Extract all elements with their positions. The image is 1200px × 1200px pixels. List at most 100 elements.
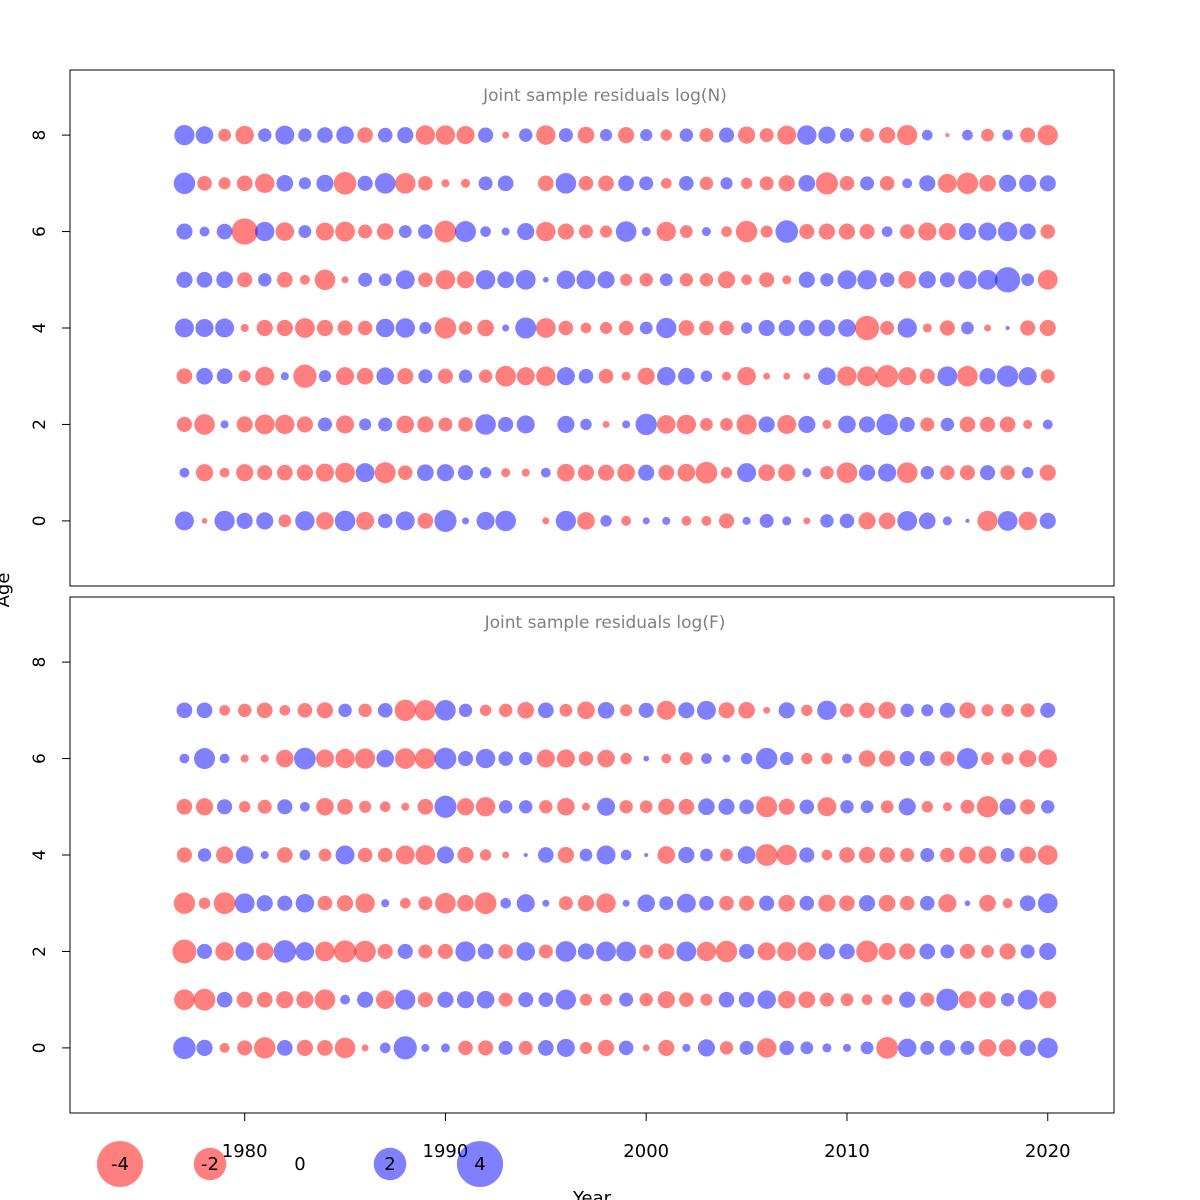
residual-bubble bbox=[231, 218, 258, 245]
residual-bubble bbox=[937, 366, 958, 387]
residual-bubble bbox=[596, 941, 616, 962]
residual-bubble bbox=[699, 895, 714, 911]
residual-bubble bbox=[1001, 752, 1014, 765]
residual-bubble bbox=[596, 845, 616, 865]
residual-bubble bbox=[197, 848, 212, 862]
residual-bubble bbox=[1039, 991, 1057, 1009]
residual-bubble bbox=[858, 416, 876, 433]
residual-bubble bbox=[759, 128, 774, 143]
residual-bubble bbox=[742, 516, 751, 525]
residual-bubble bbox=[315, 749, 335, 768]
residual-bubble bbox=[679, 176, 694, 191]
residual-bubble bbox=[317, 1040, 333, 1056]
residual-bubble bbox=[638, 464, 655, 481]
residual-bubble bbox=[961, 321, 974, 335]
residual-bubble bbox=[174, 511, 194, 531]
residual-bubble bbox=[195, 318, 214, 338]
residual-bubble bbox=[818, 943, 836, 960]
residual-bubble bbox=[438, 417, 453, 432]
residual-bubble bbox=[275, 222, 295, 241]
residual-bubble bbox=[479, 466, 492, 479]
residual-bubble bbox=[341, 276, 349, 284]
residual-bubble bbox=[639, 800, 653, 814]
residual-bubble bbox=[757, 942, 776, 961]
residual-bubble bbox=[297, 703, 313, 718]
residual-bubble bbox=[417, 992, 433, 1008]
residual-bubble bbox=[478, 369, 493, 383]
y-tick-label: 4 bbox=[30, 850, 50, 861]
residual-bubble bbox=[740, 752, 753, 765]
residual-bubble bbox=[662, 516, 671, 525]
residual-bubble bbox=[294, 318, 315, 338]
residual-bubble bbox=[858, 750, 876, 767]
residual-bubble bbox=[216, 991, 233, 1008]
residual-bubble bbox=[778, 894, 796, 912]
residual-bubble bbox=[417, 416, 434, 433]
residual-bubble bbox=[213, 892, 236, 915]
residual-bubble bbox=[861, 994, 873, 1006]
residual-bubble bbox=[977, 269, 998, 290]
residual-bubble bbox=[803, 517, 811, 525]
residual-bubble bbox=[193, 988, 216, 1011]
residual-bubble bbox=[176, 271, 193, 288]
residual-bubble bbox=[196, 367, 213, 385]
residual-bubble bbox=[498, 1040, 513, 1055]
residual-bubble bbox=[778, 464, 796, 482]
residual-bubble bbox=[678, 702, 695, 719]
residual-bubble bbox=[415, 748, 436, 769]
residual-bubble bbox=[217, 799, 233, 815]
residual-bubble bbox=[434, 317, 457, 339]
residual-bubble bbox=[256, 702, 273, 719]
x-tick-label: 1990 bbox=[423, 1141, 469, 1162]
residual-bubble bbox=[897, 1038, 917, 1058]
residual-bubble bbox=[397, 127, 414, 144]
residual-bubble bbox=[440, 1043, 450, 1053]
residual-bubble bbox=[220, 420, 229, 429]
residual-bubble bbox=[495, 365, 516, 387]
residual-bubble bbox=[415, 700, 436, 721]
residual-bubble bbox=[176, 368, 193, 385]
residual-bubble bbox=[215, 942, 234, 961]
panel-log-n-title: Joint sample residuals log(N) bbox=[482, 86, 727, 106]
residual-bubble bbox=[839, 943, 855, 960]
residual-bubble bbox=[498, 416, 514, 433]
residual-bubble bbox=[777, 990, 796, 1009]
residual-bubble bbox=[981, 945, 994, 958]
residual-bubble bbox=[579, 993, 593, 1006]
residual-bubble bbox=[338, 703, 352, 718]
residual-bubble bbox=[276, 991, 294, 1009]
residual-bubble bbox=[939, 320, 955, 336]
residual-bubble bbox=[858, 846, 876, 864]
x-tick-label: 2000 bbox=[623, 1141, 669, 1162]
residual-bubble bbox=[174, 989, 195, 1010]
residual-bubble bbox=[854, 315, 880, 341]
residual-bubble bbox=[738, 126, 756, 144]
residual-bubble bbox=[556, 367, 575, 386]
residual-bubble bbox=[778, 702, 795, 719]
residual-bubble bbox=[195, 798, 214, 816]
residual-bubble bbox=[555, 510, 577, 532]
residual-bubble bbox=[619, 992, 634, 1007]
residual-bubble bbox=[818, 319, 836, 337]
residual-bubble bbox=[219, 753, 230, 764]
residual-bubble bbox=[959, 943, 976, 960]
residual-bubble bbox=[597, 701, 615, 719]
residual-bubble bbox=[940, 847, 955, 863]
residual-bubble bbox=[458, 703, 473, 718]
residual-bubble bbox=[959, 702, 976, 719]
residual-bubble bbox=[437, 943, 454, 960]
residual-bubble bbox=[658, 943, 675, 960]
residual-bubble bbox=[599, 129, 613, 142]
residual-bubble bbox=[196, 271, 213, 288]
residual-bubble bbox=[921, 129, 933, 141]
residual-bubble bbox=[879, 176, 895, 191]
residual-bubble bbox=[965, 518, 970, 523]
residual-bubble bbox=[798, 415, 816, 434]
residual-bubble bbox=[679, 752, 693, 765]
residual-bubble bbox=[897, 318, 917, 338]
y-tick-label: 0 bbox=[30, 1042, 50, 1053]
residual-bubble bbox=[457, 894, 474, 912]
residual-bubble bbox=[198, 897, 211, 909]
residual-bubble bbox=[679, 992, 694, 1007]
